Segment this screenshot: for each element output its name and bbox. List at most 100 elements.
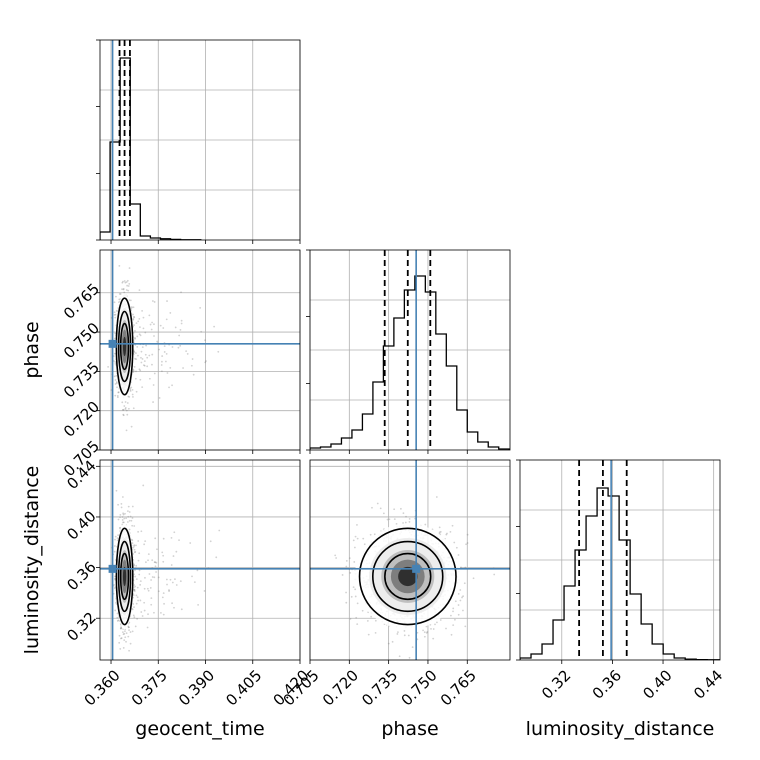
sample-point — [161, 360, 163, 363]
sample-point — [129, 642, 132, 645]
sample-point — [114, 394, 117, 397]
sample-point — [151, 300, 154, 302]
sample-point — [135, 544, 137, 547]
sample-point — [141, 386, 144, 389]
sample-point — [135, 352, 137, 355]
sample-point — [116, 612, 119, 615]
sample-point — [398, 655, 401, 658]
sample-point — [180, 291, 182, 294]
contour-line — [119, 552, 130, 601]
y-tick-label-phase: 0.735 — [60, 358, 103, 401]
sample-point — [120, 626, 123, 629]
sample-point — [127, 407, 130, 410]
sample-point — [114, 361, 117, 363]
sample-point — [423, 635, 426, 638]
sample-point — [171, 581, 174, 584]
panel-geocent_time-phase — [100, 250, 300, 450]
sample-point — [134, 337, 137, 340]
x-tick-label-phase: 0.735 — [358, 666, 401, 709]
sample-point — [143, 587, 146, 590]
sample-point — [136, 335, 139, 338]
sample-point — [430, 627, 432, 630]
sample-point — [345, 560, 348, 562]
sample-point — [363, 543, 366, 546]
sample-point — [114, 379, 117, 381]
x-tick-label-luminosity_distance: 0.36 — [589, 666, 625, 702]
sample-point — [345, 591, 347, 594]
sample-point — [457, 554, 460, 556]
y-axis-label-luminosity_distance: luminosity_distance — [21, 466, 43, 655]
density-level — [122, 336, 127, 357]
sample-point — [353, 561, 356, 563]
sample-point — [122, 409, 124, 411]
sample-point — [135, 594, 138, 597]
sample-point — [128, 267, 131, 269]
sample-point — [426, 631, 429, 633]
sample-point — [134, 357, 137, 360]
sample-point — [463, 582, 466, 585]
sample-point — [123, 280, 126, 282]
sample-point — [133, 548, 136, 551]
sample-point — [388, 518, 391, 521]
sample-point — [132, 614, 135, 617]
panel-frame — [519, 459, 721, 661]
sample-point — [174, 578, 176, 581]
sample-point — [114, 316, 117, 319]
sample-point — [126, 521, 129, 523]
sample-point — [143, 360, 146, 363]
sample-point — [140, 361, 143, 364]
x-tick-label-phase: 0.750 — [398, 666, 441, 709]
sample-point — [133, 316, 136, 319]
sample-point — [422, 629, 424, 632]
truth-marker — [108, 564, 117, 573]
sample-point — [154, 565, 157, 568]
sample-point — [445, 533, 448, 536]
y-tick-label-luminosity_distance: 0.36 — [63, 558, 99, 594]
sample-point — [141, 346, 144, 348]
x-tick-label-geocent_time: 0.390 — [175, 666, 218, 709]
sample-point — [143, 609, 146, 612]
sample-point — [148, 314, 151, 317]
sample-point — [350, 595, 353, 598]
sample-point — [153, 335, 155, 337]
sample-point — [166, 372, 169, 374]
sample-point — [136, 596, 139, 599]
sample-point — [348, 557, 351, 559]
x-axis-label-geocent_time: geocent_time — [135, 718, 264, 740]
sample-point — [139, 334, 142, 337]
sample-point — [133, 365, 136, 368]
x-tick-label-luminosity_distance: 0.44 — [690, 666, 726, 702]
sample-point — [144, 576, 146, 579]
sample-point — [148, 573, 151, 575]
sample-point — [126, 279, 129, 282]
sample-point — [163, 351, 166, 353]
sample-point — [146, 587, 149, 590]
sample-point — [134, 575, 137, 578]
sample-point — [178, 334, 181, 337]
sample-point — [402, 522, 404, 524]
sample-point — [122, 647, 125, 649]
sample-point — [123, 639, 126, 642]
sample-point — [122, 512, 125, 515]
sample-point — [159, 324, 162, 327]
sample-point — [403, 630, 406, 632]
sample-point — [190, 364, 193, 367]
sample-point — [133, 606, 135, 609]
sample-point — [131, 505, 134, 508]
sample-point — [133, 589, 136, 591]
sample-point — [169, 367, 172, 369]
sample-point — [116, 616, 119, 619]
sample-point — [120, 502, 123, 505]
sample-point — [113, 311, 116, 314]
sample-point — [150, 579, 153, 581]
sample-point — [169, 578, 172, 581]
sample-point — [354, 588, 357, 591]
sample-point — [341, 574, 344, 576]
sample-point — [134, 550, 137, 553]
sample-point — [139, 369, 142, 372]
sample-point — [148, 377, 151, 380]
sample-point — [367, 633, 370, 636]
histogram-luminosity_distance — [520, 487, 720, 660]
sample-point — [134, 625, 137, 628]
sample-point — [120, 627, 122, 630]
